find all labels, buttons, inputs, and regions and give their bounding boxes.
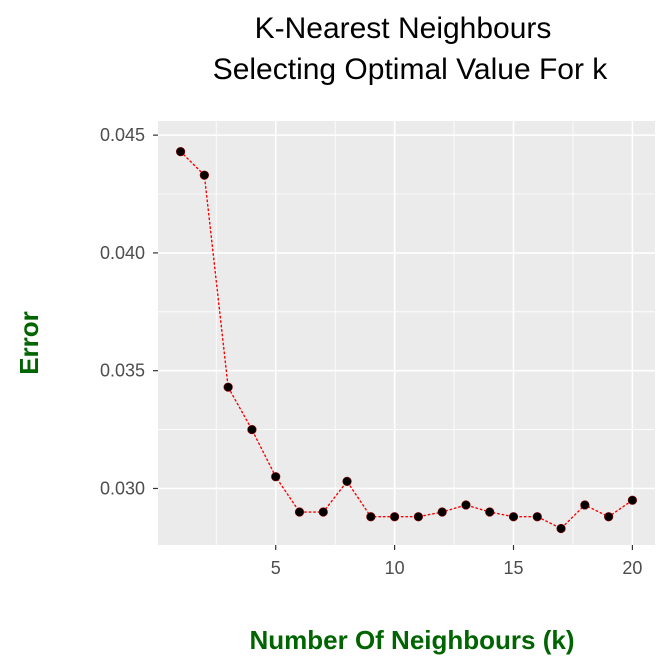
data-point (508, 512, 519, 522)
data-point (318, 507, 328, 517)
data-point (223, 382, 233, 392)
data-point (485, 507, 495, 517)
data-point (199, 170, 209, 180)
x-tick-label: 5 (271, 558, 281, 578)
x-axis-label: Number Of Neighbours (k) (249, 625, 574, 655)
minor-grid (158, 121, 655, 545)
data-point (390, 512, 400, 522)
data-point (413, 512, 423, 522)
x-tick-label: 10 (385, 558, 405, 578)
error-series-line (179, 150, 634, 530)
data-point (532, 512, 542, 522)
data-point (247, 424, 257, 435)
y-tick-label: 0.035 (100, 361, 145, 381)
data-point (461, 500, 471, 510)
chart-title-line-2: Selecting Optimal Value For k (213, 53, 609, 86)
data-point (580, 500, 590, 510)
x-tick-label: 15 (503, 558, 523, 578)
data-point (556, 523, 566, 534)
data-point (366, 512, 376, 522)
y-tick-label: 0.045 (100, 125, 145, 145)
x-tick-label: 20 (622, 558, 642, 578)
data-point (271, 472, 281, 482)
y-axis-tick-labels: 0.030 0.035 0.040 0.045 (100, 125, 145, 498)
major-grid (158, 121, 655, 545)
y-tick-label: 0.030 (100, 478, 145, 498)
chart-title-line-1: K-Nearest Neighbours (255, 12, 552, 45)
series-line-path (179, 150, 634, 530)
plot-panel (158, 121, 655, 545)
axis-ticks (153, 134, 634, 550)
data-point (175, 147, 186, 157)
data-point (627, 495, 638, 505)
data-point (294, 507, 305, 517)
data-point (437, 507, 447, 517)
error-series-points (175, 147, 638, 534)
data-point (342, 476, 352, 487)
data-point (604, 512, 614, 522)
x-axis-tick-labels: 5 10 15 20 (271, 558, 643, 578)
y-axis-label: Error (14, 311, 44, 375)
y-tick-label: 0.040 (100, 243, 145, 263)
